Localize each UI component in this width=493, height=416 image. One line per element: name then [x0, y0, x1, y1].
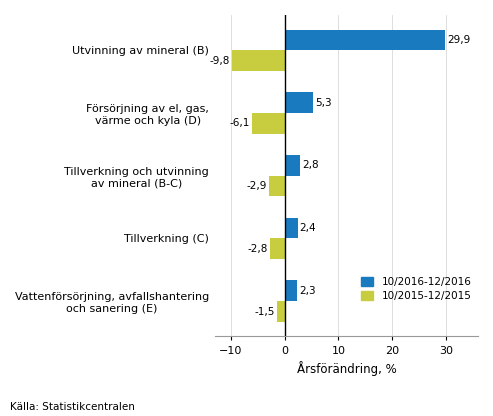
Text: -2,8: -2,8 — [247, 244, 267, 254]
Bar — [277, 301, 284, 322]
Text: -9,8: -9,8 — [210, 56, 230, 66]
Bar — [284, 280, 297, 301]
Legend: 10/2016-12/2016, 10/2015-12/2015: 10/2016-12/2016, 10/2015-12/2015 — [356, 272, 475, 306]
Text: 2,3: 2,3 — [299, 286, 316, 296]
Bar — [284, 155, 300, 176]
Text: 29,9: 29,9 — [447, 35, 471, 45]
Bar — [232, 50, 284, 71]
Text: 5,3: 5,3 — [315, 98, 332, 108]
Bar — [269, 176, 284, 196]
Text: -6,1: -6,1 — [229, 119, 250, 129]
Bar — [270, 238, 284, 259]
Text: -1,5: -1,5 — [254, 307, 275, 317]
X-axis label: Årsförändring, %: Årsförändring, % — [296, 361, 396, 376]
Bar — [284, 30, 445, 50]
Bar — [284, 218, 297, 238]
Text: -2,9: -2,9 — [246, 181, 267, 191]
Bar — [252, 113, 284, 134]
Text: Källa: Statistikcentralen: Källa: Statistikcentralen — [10, 402, 135, 412]
Text: 2,8: 2,8 — [302, 161, 318, 171]
Text: 2,4: 2,4 — [300, 223, 317, 233]
Bar — [284, 92, 313, 113]
